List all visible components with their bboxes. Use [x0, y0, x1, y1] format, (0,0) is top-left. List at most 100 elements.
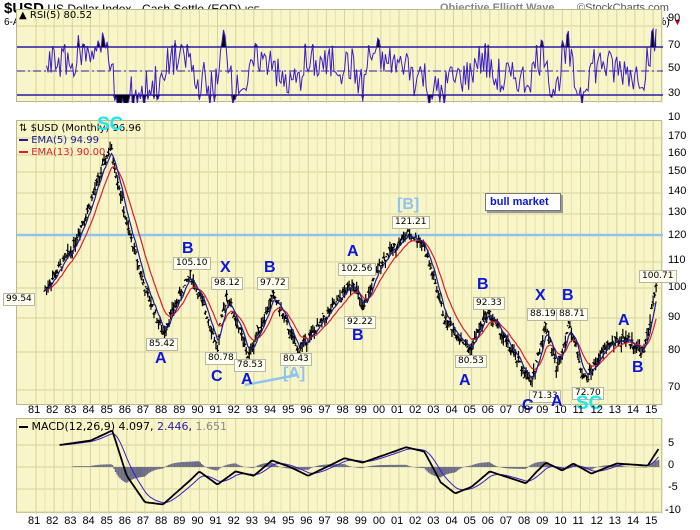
x-tick: 93 — [246, 404, 258, 416]
macd-panel: MACD(12,26,9) 4.097, 2.446, 1.651 — [16, 418, 662, 513]
x-tick: 03 — [427, 404, 439, 416]
macd-tick: 5 — [668, 437, 674, 449]
x-tick: 08 — [518, 515, 530, 527]
x-tick: 99 — [355, 404, 367, 416]
x-tick: 14 — [627, 515, 639, 527]
price-label: 121.21 — [392, 216, 430, 229]
x-tick: 95 — [282, 404, 294, 416]
wave-label: B — [562, 287, 574, 305]
price-label: 105.10 — [173, 257, 211, 270]
price-label: 100.71 — [639, 270, 677, 283]
wave-label: A — [618, 312, 630, 330]
x-tick: 81 — [28, 404, 40, 416]
price-label: 97.72 — [257, 277, 289, 290]
x-tick: 10 — [554, 515, 566, 527]
wave-label: B — [352, 327, 364, 345]
rsi-tick: 10 — [668, 111, 680, 123]
wave-label: B — [632, 359, 644, 377]
mountain-icon: ▲ — [19, 10, 27, 21]
x-tick: 81 — [28, 515, 40, 527]
rsi-plot — [17, 10, 663, 103]
macd-plot — [17, 419, 663, 514]
price-label: 80.53 — [455, 355, 487, 368]
macd-tick: -5 — [668, 481, 678, 493]
wave-label: B — [182, 240, 194, 258]
x-tick: 84 — [82, 404, 94, 416]
x-tick: 10 — [554, 404, 566, 416]
x-tick: 90 — [191, 404, 203, 416]
x-tick: 91 — [210, 404, 222, 416]
x-tick: 12 — [591, 515, 603, 527]
x-tick: 14 — [627, 404, 639, 416]
price-tick: 110 — [668, 254, 686, 266]
x-tick: 89 — [173, 515, 185, 527]
x-tick: 98 — [337, 404, 349, 416]
wave-label: A — [241, 371, 253, 389]
x-tick: 09 — [536, 404, 548, 416]
wave-label: B — [477, 276, 489, 294]
ema5-legend: EMA(5) 94.99 — [19, 135, 99, 146]
wave-label: [A] — [283, 365, 305, 383]
price-tick: 150 — [668, 165, 686, 177]
x-tick: 03 — [427, 515, 439, 527]
price-tick: 90 — [668, 311, 680, 323]
x-tick: 90 — [191, 515, 203, 527]
price-tick: 70 — [668, 381, 680, 393]
x-tick: 87 — [137, 515, 149, 527]
wave-label-sc: SC — [97, 114, 123, 136]
x-tick: 91 — [210, 515, 222, 527]
wave-label: A — [459, 372, 471, 390]
price-label: 80.78 — [205, 352, 237, 365]
x-tick: 04 — [445, 515, 457, 527]
x-tick: 85 — [101, 404, 113, 416]
x-tick: 06 — [482, 515, 494, 527]
x-tick: 11 — [573, 404, 584, 416]
x-tick: 84 — [82, 515, 94, 527]
rsi-tick: 30 — [668, 87, 680, 99]
x-tick: 97 — [318, 515, 330, 527]
x-tick: 88 — [155, 404, 167, 416]
price-tick: 80 — [668, 344, 680, 356]
x-tick: 82 — [46, 515, 58, 527]
x-tick: 87 — [137, 404, 149, 416]
price-tick: 130 — [668, 206, 686, 218]
wave-label: A — [155, 350, 167, 368]
x-tick: 06 — [482, 404, 494, 416]
rsi-legend: ▲ RSI(5) 80.52 — [19, 10, 92, 21]
x-tick: 11 — [573, 515, 584, 527]
price-tick: 140 — [668, 185, 686, 197]
x-tick: 94 — [264, 515, 276, 527]
x-tick: 96 — [300, 515, 312, 527]
x-tick: 83 — [64, 515, 76, 527]
wave-label: C — [211, 368, 223, 386]
wave-label: A — [347, 243, 359, 261]
x-tick: 00 — [373, 515, 385, 527]
x-tick: 99 — [355, 515, 367, 527]
x-tick: 95 — [282, 515, 294, 527]
x-tick: 97 — [318, 404, 330, 416]
x-tick: 98 — [337, 515, 349, 527]
price-label: 92.33 — [473, 297, 505, 310]
x-tick: 96 — [300, 404, 312, 416]
x-tick: 83 — [64, 404, 76, 416]
price-label: 99.54 — [3, 293, 35, 306]
wave-label: [B] — [397, 196, 419, 214]
x-tick: 15 — [645, 515, 657, 527]
macd-legend: MACD(12,26,9) 4.097, 2.446, 1.651 — [19, 420, 227, 433]
rsi-tick: 90 — [668, 12, 680, 24]
x-tick: 92 — [228, 515, 240, 527]
x-tick: 07 — [500, 404, 512, 416]
wave-label: B — [264, 259, 276, 277]
rsi-tick: 70 — [668, 39, 680, 51]
x-tick: 00 — [373, 404, 385, 416]
x-tick: 13 — [609, 404, 621, 416]
x-tick: 92 — [228, 404, 240, 416]
bull-market-annotation: bull market — [485, 193, 561, 211]
wave-label: X — [535, 287, 546, 305]
x-tick: 09 — [536, 515, 548, 527]
price-label: 98.12 — [211, 277, 243, 290]
x-tick: 02 — [409, 515, 421, 527]
price-label: 102.56 — [338, 263, 376, 276]
price-label: 88.71 — [556, 308, 588, 321]
ema13-legend: EMA(13) 90.00 — [19, 147, 105, 158]
